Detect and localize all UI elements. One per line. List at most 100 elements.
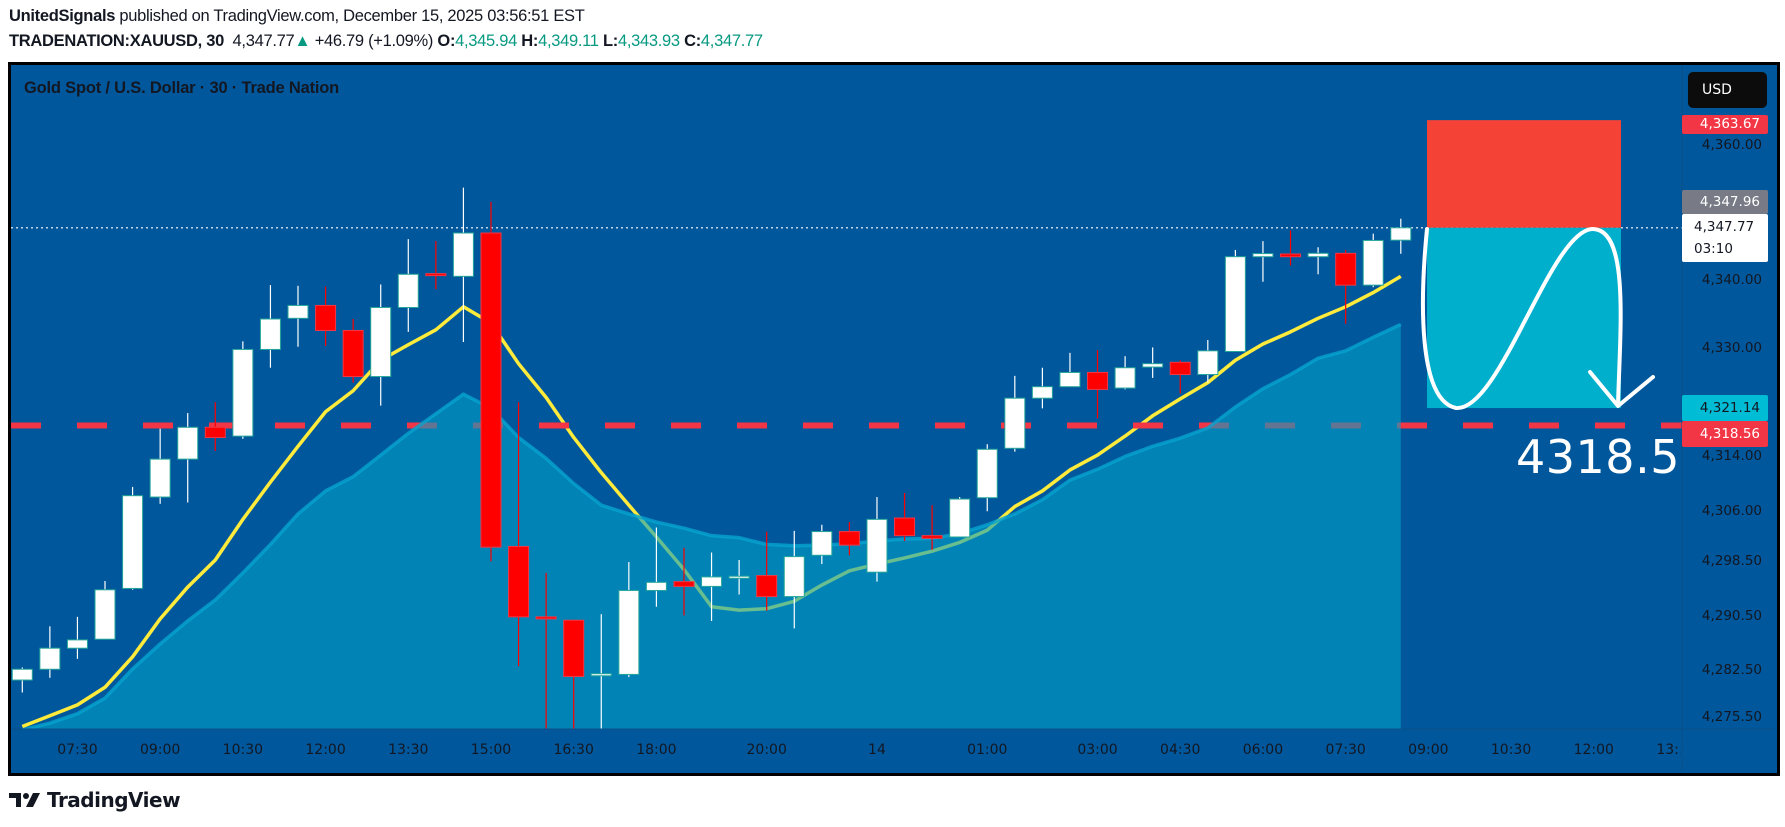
time-tick-label: 03:00: [1077, 742, 1118, 758]
candle-body: [811, 531, 833, 556]
time-tick-label: 06:00: [1242, 742, 1284, 758]
tradingview-logo[interactable]: TradingView: [9, 788, 181, 812]
candle-body: [1114, 367, 1136, 389]
candle-body: [177, 426, 199, 460]
candle: [1307, 247, 1329, 275]
candle-body: [838, 531, 860, 546]
candle: [342, 318, 364, 383]
price-tick-label: 4,360.00: [1701, 137, 1762, 153]
candle: [1004, 375, 1026, 452]
candle-body: [701, 576, 723, 587]
level-price-tag: 4,318.56: [1682, 421, 1768, 447]
candle-body: [149, 458, 171, 498]
candle-body: [342, 329, 364, 378]
time-tick-label: 13:30: [1656, 742, 1697, 758]
candle: [11, 667, 33, 693]
candle-body: [921, 535, 943, 539]
candle-body: [535, 616, 557, 620]
candle: [425, 241, 447, 290]
price-tick-label: 4,340.00: [1701, 272, 1762, 289]
time-tick-label: 13:30: [388, 742, 429, 758]
candle-body: [1390, 227, 1412, 241]
target-annotation-text[interactable]: 4318.5: [1516, 430, 1680, 484]
candle: [563, 619, 585, 729]
candle: [673, 547, 695, 616]
stop-price-tag: 4,363.67: [1682, 115, 1768, 134]
bar-countdown: 03:10: [1694, 241, 1733, 257]
time-tick-label: 14: [868, 742, 886, 758]
candle: [1390, 218, 1412, 254]
last-price-value: 4,347.77: [1694, 219, 1755, 235]
candle-body: [673, 581, 695, 587]
price-tick-label: 4,298.50: [1701, 553, 1762, 570]
high-value: 4,349.11: [538, 32, 599, 50]
candle: [1224, 249, 1246, 352]
candle-body: [1362, 239, 1384, 286]
candle-body: [1059, 371, 1081, 388]
candle: [259, 285, 281, 368]
time-tick-label: 12:00: [305, 742, 346, 758]
take-profit-zone: [1427, 227, 1621, 409]
ma-slow-area: [22, 324, 1401, 729]
time-tick-label: 10:30: [222, 742, 264, 758]
candle-body: [94, 589, 116, 640]
candle-body: [1335, 252, 1357, 286]
candle: [1114, 356, 1136, 390]
ma-slow-line: [21, 322, 1402, 729]
candle: [949, 497, 971, 538]
curved-arrow-drawing: [1420, 226, 1623, 411]
candle-body: [397, 273, 419, 308]
candle: [39, 626, 61, 678]
time-tick-label: 09:00: [1408, 742, 1449, 758]
price-tick-label: 4,330.00: [1701, 340, 1762, 357]
time-tick-label: 10:30: [1490, 742, 1532, 758]
candle-body: [315, 304, 337, 331]
chart-title: Gold Spot / U.S. Dollar · 30 · Trade Nat…: [24, 79, 340, 97]
publish-text: published on TradingView.com, December 1…: [119, 7, 585, 25]
candle: [122, 486, 144, 590]
time-tick-label: 07:30: [1325, 742, 1366, 758]
candle: [1087, 350, 1109, 419]
candle-body: [866, 518, 888, 573]
candle: [1335, 249, 1357, 324]
candle-body: [645, 581, 667, 591]
candle: [1031, 367, 1053, 409]
candle-body: [204, 426, 226, 438]
candle: [894, 492, 916, 542]
candle: [315, 286, 337, 347]
candle-body: [1252, 253, 1274, 258]
candle: [756, 531, 778, 611]
last-price-tag: 4,347.77 03:10: [1682, 214, 1768, 262]
candle: [921, 505, 943, 550]
candle-body: [949, 498, 971, 538]
time-tick-label: 04:30: [1160, 742, 1201, 758]
close-label: C:: [684, 32, 701, 50]
candle: [783, 530, 805, 629]
candle-body: [452, 232, 474, 277]
currency-button[interactable]: USD: [1688, 72, 1767, 108]
close-value: 4,347.77: [700, 32, 763, 50]
low-label: L:: [602, 32, 618, 50]
candle: [149, 428, 171, 504]
candle: [177, 413, 199, 503]
candle-body: [1307, 252, 1329, 258]
candle-body: [39, 647, 61, 670]
candle: [811, 524, 833, 565]
candle-body: [618, 589, 640, 675]
candle: [535, 572, 557, 729]
tradingview-logo-icon: [9, 793, 40, 807]
candle-body: [508, 545, 530, 618]
time-tick-label: 01:00: [967, 742, 1008, 758]
symbol-name: TRADENATION:XAUUSD, 30: [9, 32, 224, 50]
candle-body: [1197, 350, 1219, 376]
candle: [508, 402, 530, 667]
candle: [1280, 230, 1302, 266]
open-value: 4,345.94: [455, 32, 517, 50]
author-name[interactable]: UnitedSignals: [9, 7, 116, 25]
candle: [397, 239, 419, 332]
candle: [370, 284, 392, 406]
candle: [1169, 360, 1191, 394]
price-tick-label: 4,290.50: [1701, 607, 1762, 624]
time-tick-label: 18:00: [636, 742, 677, 758]
